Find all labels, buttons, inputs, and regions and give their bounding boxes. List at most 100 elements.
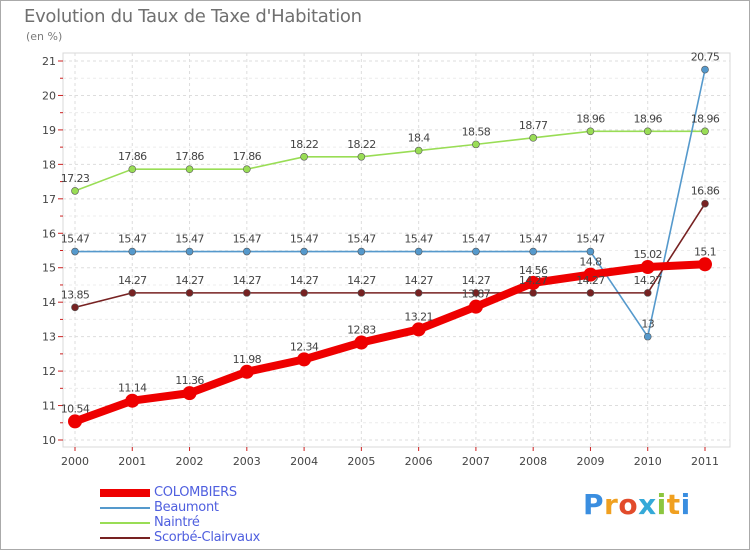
data-point [411,322,426,337]
data-label: 14.27 [576,274,605,287]
legend-swatch [100,489,150,497]
data-label: 14.8 [579,256,602,269]
legend-swatch [100,507,150,509]
data-label: 16.86 [691,185,720,198]
legend-label: Beaumont [154,500,219,515]
data-label: 17.86 [175,150,204,163]
data-point [357,247,366,256]
data-point [182,386,197,401]
data-point [243,247,251,256]
data-label: 15.02 [633,248,662,261]
data-label: 12.83 [347,323,376,336]
y-tick-label: 12 [42,365,56,378]
data-point [472,247,480,256]
chart-title: Evolution du Taux de Taxe d'Habitation [24,6,362,27]
data-point [357,289,366,297]
data-point [128,165,137,173]
logo-letter: x [638,488,657,521]
data-label: 15.47 [175,233,204,246]
data-label: 11.98 [233,353,262,366]
data-label: 15.47 [462,233,491,246]
x-tick-label: 2010 [634,455,662,468]
data-point [357,152,366,161]
data-point [586,127,595,136]
x-tick-label: 2001 [118,455,146,468]
x-tick-label: 2004 [290,455,318,468]
data-point [300,247,308,256]
x-tick-label: 2005 [347,455,375,468]
data-label: 17.23 [61,172,90,185]
data-point [701,127,709,136]
data-point [128,247,137,256]
data-point [526,275,541,290]
data-label: 17.86 [118,150,147,163]
data-label: 15.47 [347,233,376,246]
logo-letter: r [604,488,619,521]
logo-letter: P [583,488,605,521]
data-point [472,140,480,149]
data-label: 14.27 [347,274,376,287]
y-tick-label: 18 [42,158,56,171]
legend-label: COLOMBIERS [154,485,237,500]
y-tick-label: 17 [42,193,56,206]
data-label: 14.27 [175,274,204,287]
data-label: 18.96 [691,112,720,125]
data-point [529,289,537,297]
data-label: 15.47 [61,233,90,246]
data-point [71,187,79,195]
data-point [71,303,79,312]
data-point [583,267,598,282]
legend-label: Scorbé-Clairvaux [154,530,261,545]
legend-label: Naintré [154,515,200,530]
data-label: 14.27 [290,274,319,287]
data-point [701,65,709,74]
data-label: 14.27 [233,274,262,287]
data-point [472,289,480,297]
logo-letter: o [618,488,639,521]
data-point [300,289,308,297]
data-point [354,335,369,350]
data-point [414,289,423,297]
data-label: 13.87 [462,288,491,301]
y-tick-label: 15 [42,262,56,275]
data-point [239,364,254,379]
y-tick-label: 10 [42,434,56,447]
data-point [529,247,537,256]
x-tick-label: 2009 [576,455,604,468]
data-point [643,289,652,297]
data-label: 17.86 [233,150,262,163]
proxiti-logo: Proxiti [583,488,691,521]
series-line-naintr- [74,130,706,192]
data-label: 18.58 [462,125,491,138]
data-label: 10.54 [61,402,90,415]
data-label: 18.96 [576,112,605,125]
data-label: 14.27 [633,274,662,287]
data-label: 18.96 [633,112,662,125]
data-label: 15.47 [519,233,548,246]
logo-letter: i [680,488,691,521]
data-point [71,247,79,256]
data-label: 15.47 [576,233,605,246]
data-label: 14.27 [519,274,548,287]
data-point [185,247,194,256]
data-point [468,299,483,314]
data-label: 15.47 [118,233,147,246]
y-tick-label: 21 [42,55,56,68]
data-point [414,146,423,155]
data-point [125,393,140,408]
y-tick-label: 14 [42,296,56,309]
y-tick-label: 13 [42,331,56,344]
data-label: 13.85 [61,288,90,301]
y-tick-label: 19 [42,124,56,137]
data-point [185,165,194,173]
data-point [701,199,709,208]
x-tick-label: 2007 [462,455,490,468]
x-tick-label: 2006 [405,455,433,468]
series-line-scorb-clairvaux [74,202,706,309]
data-point [586,247,595,256]
data-point [243,289,251,297]
data-label: 14.27 [118,274,147,287]
y-tick-label: 11 [42,400,56,413]
data-point [68,414,82,429]
